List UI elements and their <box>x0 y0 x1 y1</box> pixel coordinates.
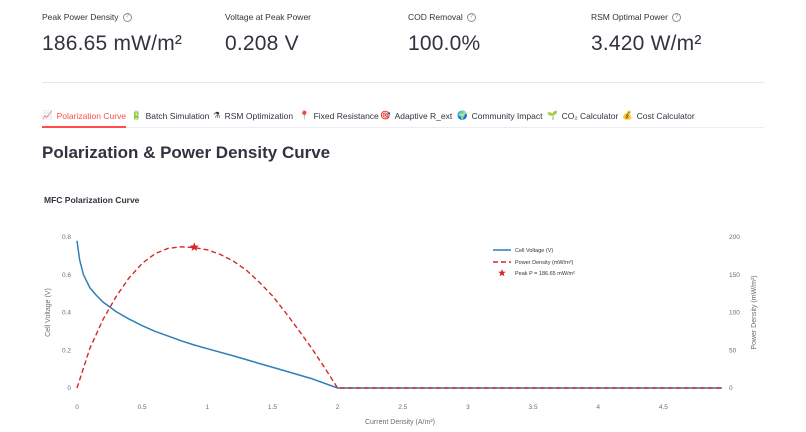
metrics-row: Peak Power Density? 186.65 mW/m² Voltage a… <box>42 10 764 70</box>
metric-3: RSM Optimal Power? 3.420 W/m² <box>591 10 702 56</box>
metric-value: 186.65 mW/m² <box>42 32 183 55</box>
legend-swatch-peak <box>498 269 506 277</box>
tab-label: Batch Simulation <box>145 110 210 121</box>
line-chart-icon: 📈 <box>42 110 53 121</box>
x-tick-label: 2.5 <box>398 404 407 411</box>
metric-value: 0.208 V <box>225 32 299 55</box>
legend-label-power: Power Density (mW/m²) <box>515 260 574 266</box>
x-axis-label: Current Density (A/m²) <box>365 419 435 426</box>
metric-2: COD Removal? 100.0% <box>408 10 480 56</box>
tab-batch-simulation[interactable]: 🔋 Batch Simulation <box>131 104 209 127</box>
x-tick-label: 1.5 <box>268 404 277 411</box>
y-tick-label: 0.2 <box>62 347 71 354</box>
metric-label: Peak Power Density? <box>42 10 182 24</box>
metric-1: Voltage at Peak Power 0.208 V <box>225 10 311 56</box>
tab-cost-calculator[interactable]: 💰 Cost Calculator <box>622 104 695 127</box>
help-icon[interactable]: ? <box>466 12 476 22</box>
chart-title: MFC Polarization Curve <box>44 195 140 205</box>
metric-label: COD Removal? <box>408 10 480 24</box>
money-bag-icon: 💰 <box>622 110 633 121</box>
tab-label: Community Impact <box>471 110 543 121</box>
y-tick-label: 0 <box>67 385 71 392</box>
y2-tick-label: 150 <box>729 272 740 279</box>
legend-label-voltage: Cell Voltage (V) <box>515 248 553 254</box>
metric-label: RSM Optimal Power? <box>591 10 702 24</box>
legend-label-peak: Peak P = 186.65 mW/m² <box>515 271 575 277</box>
y-tick-label: 0.8 <box>62 234 71 241</box>
x-tick-label: 2 <box>336 404 340 411</box>
metric-value: 3.420 W/m² <box>591 32 702 55</box>
metric-value: 100.0% <box>408 32 481 55</box>
polarization-chart: MFC Polarization Curve 0 0.5 1 1.5 2 2.5 3 3.5 4 4… <box>44 195 758 426</box>
plant-icon: 🌱 <box>547 110 558 121</box>
tab-label: Cost Calculator <box>636 110 695 121</box>
x-tick-label: 4.5 <box>659 404 668 411</box>
globe-icon: 🌍 <box>457 110 468 121</box>
metric-label-text: Peak Power Density <box>42 12 119 22</box>
y2-tick-label: 50 <box>729 347 737 354</box>
tab-community-impact[interactable]: 🌍 Community Impact <box>457 104 542 127</box>
tab-rsm-optimization[interactable]: ⚗ RSM Optimization <box>213 104 293 127</box>
tab-adaptive-r-ext[interactable]: 🎯 Adaptive R_ext <box>380 104 452 127</box>
x-tick-label: 3 <box>466 404 470 411</box>
y-axis-label: Cell Voltage (V) <box>45 288 52 337</box>
batch-icon: 🔋 <box>131 110 142 121</box>
tab-polarization-curve[interactable]: 📈 Polarization Curve <box>42 104 127 128</box>
peak-marker <box>189 242 199 251</box>
y2-tick-label: 200 <box>729 234 740 241</box>
help-icon[interactable]: ? <box>672 12 681 22</box>
pin-icon: 📍 <box>299 110 310 121</box>
y-tick-label: 0.6 <box>62 272 71 279</box>
metric-label-text: RSM Optimal Power <box>591 12 668 22</box>
x-tick-label: 3.5 <box>529 404 538 411</box>
metric-label-text: Voltage at Peak Power <box>225 12 312 22</box>
divider <box>42 82 764 83</box>
y-tick-label: 0.4 <box>62 310 71 317</box>
x-tick-label: 0 <box>75 404 79 411</box>
tab-label: Polarization Curve <box>56 110 127 121</box>
x-tick-label: 0.5 <box>138 404 147 411</box>
page-title: Polarization & Power Density Curve <box>42 143 331 162</box>
metric-label: Voltage at Peak Power <box>225 10 311 24</box>
y2-tick-label: 100 <box>729 310 740 317</box>
cell-voltage-line <box>76 240 722 389</box>
x-tick-label: 4 <box>596 404 600 411</box>
tab-bar: 📈 Polarization Curve 🔋 Batch Simulation ⚗ RSM… <box>42 104 764 128</box>
tab-co-calculator[interactable]: 🌱 CO₂ Calculator <box>547 104 618 127</box>
tab-label: Adaptive R_ext <box>394 110 453 121</box>
x-tick-label: 1 <box>205 404 209 411</box>
tab-fixed-resistance[interactable]: 📍 Fixed Resistance <box>299 104 379 127</box>
tab-label: Fixed Resistance <box>313 110 379 121</box>
help-icon[interactable]: ? <box>122 12 132 22</box>
metric-0: Peak Power Density? 186.65 mW/m² <box>42 10 182 56</box>
y2-axis-label: Power Density (mW/m²) <box>751 275 758 349</box>
power-density-line <box>76 246 722 389</box>
flask-icon: ⚗ <box>213 110 221 121</box>
target-icon: 🎯 <box>380 110 391 121</box>
tab-label: RSM Optimization <box>224 110 294 121</box>
tab-label: CO₂ Calculator <box>561 110 619 121</box>
y2-tick-label: 0 <box>729 385 733 392</box>
metric-label-text: COD Removal <box>408 12 463 22</box>
